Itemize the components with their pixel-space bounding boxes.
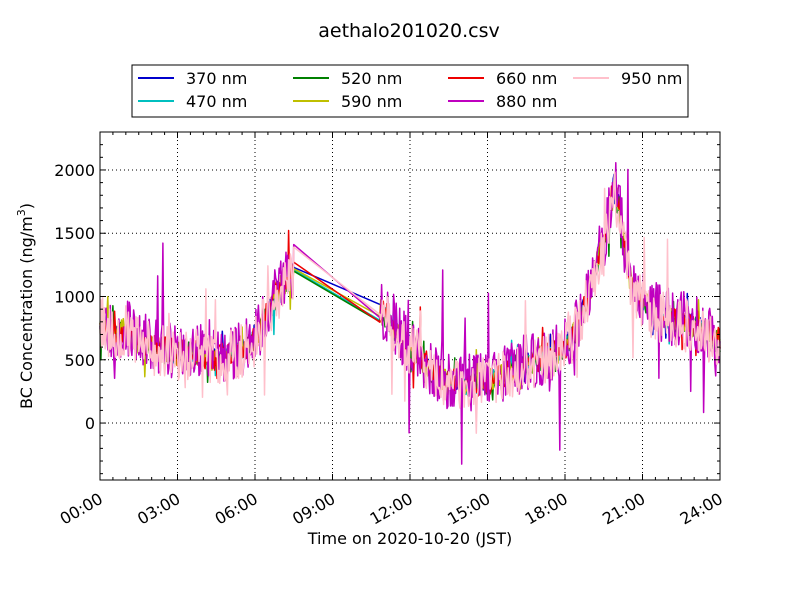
legend-label: 660 nm	[496, 69, 557, 88]
x-tick-label: 21:00	[599, 489, 648, 529]
legend-frame	[131, 64, 689, 118]
legend-label: 590 nm	[341, 92, 402, 111]
x-axis-label: Time on 2020-10-20 (JST)	[307, 529, 512, 548]
chart-title: aethalo201020.csv	[318, 20, 500, 42]
x-tick-label: 24:00	[677, 489, 726, 529]
series-line-880-nm	[99, 161, 721, 465]
series-line-950-nm	[99, 171, 721, 434]
x-tick-label: 03:00	[134, 489, 183, 529]
y-tick-label: 1500	[54, 224, 95, 243]
legend-label: 370 nm	[186, 69, 247, 88]
x-tick-label: 06:00	[212, 489, 261, 529]
y-axis-label-end: )	[17, 203, 36, 209]
legend-label: 950 nm	[621, 69, 682, 88]
y-tick-label: 0	[85, 414, 95, 433]
series-group	[99, 161, 721, 465]
x-tick-label: 15:00	[444, 489, 493, 529]
y-tick-label: 500	[64, 351, 95, 370]
y-axis-label-main: BC Concentration (ng/m	[17, 216, 36, 409]
legend: 370 nm 470 nm 520 nm 590 nm 660 nm 880 nm 950 …	[131, 64, 689, 118]
y-tick-label: 2000	[54, 161, 95, 180]
y-axis-label: BC Concentration (ng/m3)	[15, 203, 36, 409]
x-tick-label: 09:00	[289, 489, 338, 529]
y-axis-label-sup: 3	[15, 209, 28, 216]
y-tick-label: 1000	[54, 288, 95, 307]
legend-label: 470 nm	[186, 92, 247, 111]
legend-label: 880 nm	[496, 92, 557, 111]
legend-label: 520 nm	[341, 69, 402, 88]
x-tick-label: 18:00	[522, 489, 571, 529]
x-tick-label: 12:00	[367, 489, 416, 529]
x-tick-label: 00:00	[57, 489, 106, 529]
